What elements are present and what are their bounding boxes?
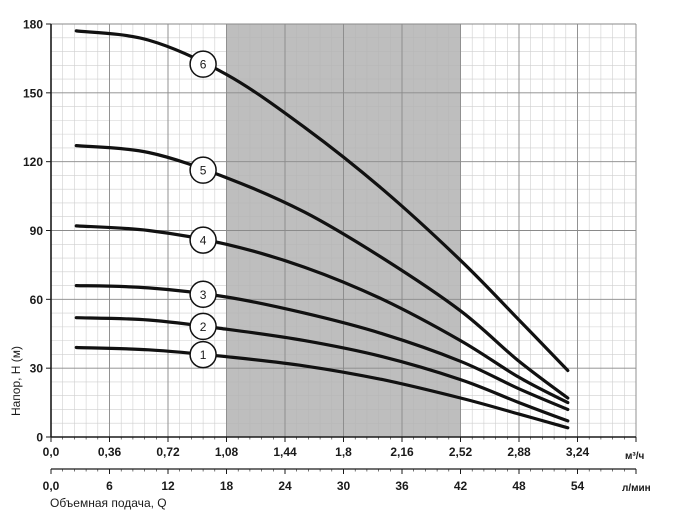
x-tick-label-lmin: 12 <box>161 479 175 493</box>
pump-curve-5 <box>74 144 570 400</box>
pump-curve-4 <box>74 224 570 405</box>
pump-curve-6 <box>74 29 570 373</box>
x-tick-label-m3h: 1,08 <box>215 445 239 459</box>
y-tick-label: 180 <box>23 18 43 32</box>
x-unit-lmin: л/мин <box>622 483 651 494</box>
y-tick-label: 150 <box>23 86 43 100</box>
x-tick-label-m3h: 0,72 <box>156 445 180 459</box>
y-tick-labels: 0 30 60 90 120 150 180 <box>23 18 43 445</box>
pump-curve-2 <box>74 316 570 423</box>
x-tick-label-lmin: 30 <box>337 479 351 493</box>
y-tick-label: 0 <box>36 431 43 445</box>
x-tick-label-lmin: 0,0 <box>43 479 60 493</box>
x-tick-label-lmin: 54 <box>571 479 585 493</box>
curve-label-circle-3 <box>189 280 217 309</box>
y-tick-label: 30 <box>30 362 44 376</box>
x-unit-m3h: м³/ч <box>625 451 645 462</box>
curve-label-2: 2 <box>200 320 207 334</box>
curve-label-circle-2 <box>189 312 217 341</box>
x-tick-label-lmin: 24 <box>278 479 292 493</box>
x-tick-label-m3h: 2,88 <box>507 445 531 459</box>
x-tick-label-m3h: 2,52 <box>449 445 473 459</box>
x-tick-label-lmin: 42 <box>454 479 468 493</box>
curve-label-circle-1 <box>189 340 217 369</box>
curve-label-5: 5 <box>200 164 207 178</box>
curve-label-4: 4 <box>200 234 207 248</box>
x-tick-label-m3h: 0,0 <box>43 445 60 459</box>
x-tick-label-m3h: 1,44 <box>273 445 297 459</box>
curve-label-1: 1 <box>200 348 207 362</box>
x-tick-label-lmin: 48 <box>512 479 526 493</box>
x-axis-title: Объемная подача, Q <box>50 496 167 510</box>
pump-curve-1 <box>74 345 570 430</box>
x-tick-label-m3h: 0,36 <box>98 445 122 459</box>
x-tick-labels-lmin: 0,0 6 12 18 24 30 36 42 48 54 <box>43 479 585 493</box>
x-tick-label-m3h: 2,16 <box>390 445 414 459</box>
x-tick-labels-m3h: 0,0 0,36 0,72 1,08 1,44 1,8 2,16 2,52 2,88 3,24 <box>43 445 590 459</box>
curve-label-6: 6 <box>200 58 207 72</box>
curve-label-circle-6 <box>189 50 217 78</box>
curve-labels-group: 1 2 3 4 5 6 <box>189 50 217 369</box>
pump-curve-3 <box>74 284 570 412</box>
curves-group <box>74 29 570 430</box>
y-tick-label: 120 <box>23 155 43 169</box>
y-axis-title: Напор, H (м) <box>9 346 23 416</box>
x-tick-label-lmin: 18 <box>220 479 234 493</box>
y-tick-label: 90 <box>30 224 44 238</box>
x-tick-label-m3h: 3,24 <box>566 445 590 459</box>
x-tick-label-m3h: 1,8 <box>335 445 352 459</box>
curve-label-circle-4 <box>189 226 217 254</box>
axes <box>46 23 637 474</box>
y-tick-label: 60 <box>30 293 44 307</box>
x-tick-label-lmin: 6 <box>106 479 113 493</box>
curve-label-3: 3 <box>200 288 207 302</box>
x-tick-label-lmin: 36 <box>395 479 409 493</box>
curve-label-circle-5 <box>189 156 217 184</box>
